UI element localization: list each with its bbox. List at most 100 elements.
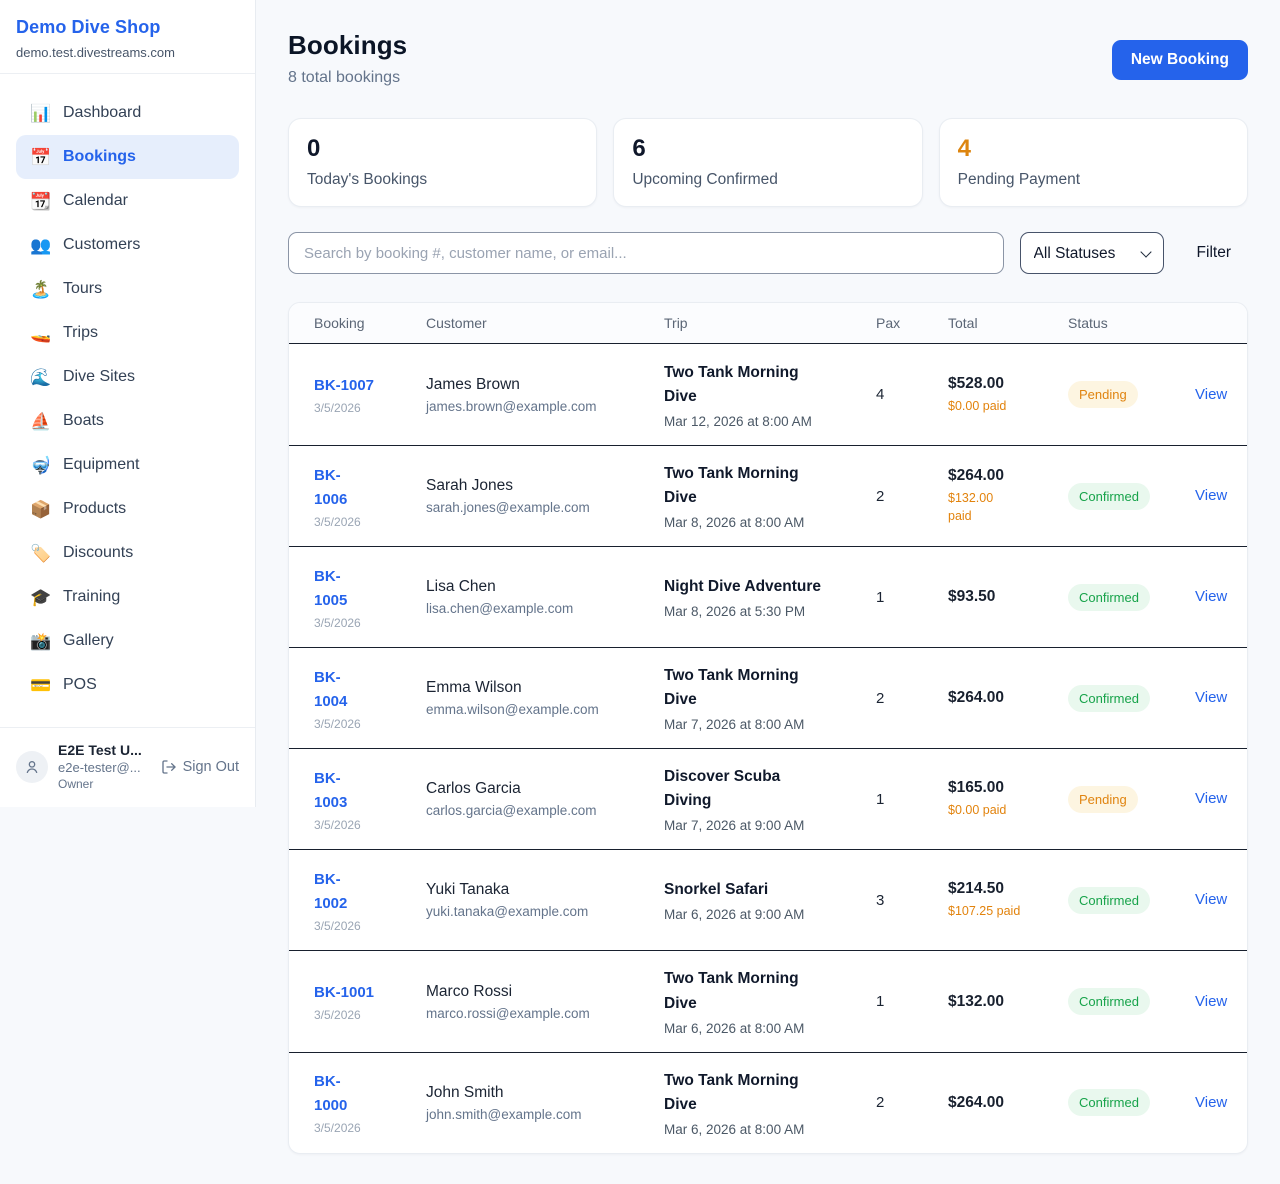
view-link[interactable]: View: [1195, 385, 1228, 403]
sidebar-item-bookings[interactable]: 📅 Bookings: [16, 135, 239, 179]
sidebar-item-products[interactable]: 📦 Products: [30, 499, 127, 519]
filter-row: All Statuses Filter: [288, 232, 1248, 275]
sailboat-icon: ⛵: [30, 411, 52, 431]
booking-id-link[interactable]: BK- 1002: [314, 870, 348, 912]
customer-name: Sarah Jones: [426, 477, 514, 495]
column-header-customer: Customer: [426, 315, 487, 332]
column-header-pax: Pax: [876, 315, 901, 332]
total-amount: $214.50: [948, 880, 1005, 898]
page-header: Bookings 8 total bookings New Booking: [288, 30, 1248, 87]
sidebar-item-gallery[interactable]: 📸 Gallery: [30, 631, 114, 651]
trip-datetime: Mar 8, 2026 at 5:30 PM: [664, 604, 806, 620]
view-cell: View: [1195, 993, 1233, 1011]
sidebar-item-discounts[interactable]: 🏷️ Discounts: [30, 543, 134, 563]
sign-out-label: Sign Out: [182, 758, 239, 775]
status-cell: Pending: [1068, 381, 1195, 409]
booking-id-link[interactable]: BK- 1003: [314, 769, 348, 811]
trip-cell: Two Tank Morning Dive Mar 7, 2026 at 8:0…: [664, 664, 876, 732]
view-link[interactable]: View: [1195, 992, 1228, 1010]
trip-datetime: Mar 8, 2026 at 8:00 AM: [664, 515, 805, 531]
customer-cell: Yuki Tanaka yuki.tanaka@example.com: [426, 881, 664, 919]
customer-cell: Lisa Chen lisa.chen@example.com: [426, 578, 664, 616]
table-body: BK-1007 3/5/2026 James Brown james.brown…: [289, 344, 1247, 1152]
diving-mask-icon: 🤿: [30, 455, 52, 475]
total-cell: $528.00 $0.00 paid: [948, 375, 1068, 415]
graduation-cap-icon: 🎓: [30, 587, 52, 607]
stat-card: 4 Pending Payment: [938, 118, 1248, 208]
table-row: BK-1007 3/5/2026 James Brown james.brown…: [289, 344, 1247, 445]
customer-cell: Emma Wilson emma.wilson@example.com: [426, 679, 664, 717]
booking-id-link[interactable]: BK- 1000: [314, 1073, 348, 1115]
stat-label: Upcoming Confirmed: [632, 171, 778, 189]
booking-id-link[interactable]: BK- 1004: [314, 668, 348, 710]
booking-id-link[interactable]: BK-1007: [314, 377, 375, 395]
sidebar-item-customers[interactable]: 👥 Customers: [30, 235, 141, 255]
sidebar-item-boats[interactable]: ⛵ Boats: [30, 411, 104, 431]
total-amount: $264.00: [948, 467, 1005, 485]
total-cell: $264.00: [948, 1094, 1068, 1112]
view-link[interactable]: View: [1195, 1093, 1228, 1111]
booking-date: 3/5/2026: [314, 401, 361, 416]
view-link[interactable]: View: [1195, 487, 1228, 505]
stat-label: Pending Payment: [957, 171, 1081, 189]
shop-name: Demo Dive Shop: [16, 17, 161, 37]
sidebar-item-equipment[interactable]: 🤿 Equipment: [30, 455, 140, 475]
customer-cell: James Brown james.brown@example.com: [426, 376, 664, 414]
shop-domain: demo.test.divestreams.com: [16, 45, 175, 60]
user-email: e2e-tester@...: [58, 760, 141, 775]
customer-name: Yuki Tanaka: [426, 881, 510, 899]
customer-email: james.brown@example.com: [426, 398, 597, 414]
sidebar-item-dashboard[interactable]: 📊 Dashboard: [30, 103, 142, 123]
sidebar-item-dive-sites[interactable]: 🌊 Dive Sites: [30, 367, 136, 387]
camera-flash-icon: 📸: [30, 631, 52, 651]
booking-cell: BK- 1003 3/5/2026: [314, 767, 426, 832]
table-row: BK-1001 3/5/2026 Marco Rossi marco.rossi…: [289, 950, 1247, 1051]
customer-name: Lisa Chen: [426, 578, 496, 596]
wave-icon: 🌊: [30, 367, 52, 387]
table-row: BK- 1006 3/5/2026 Sarah Jones sarah.jone…: [289, 445, 1247, 546]
booking-date: 3/5/2026: [314, 615, 361, 630]
view-link[interactable]: View: [1195, 790, 1228, 808]
total-amount: $132.00: [948, 992, 1005, 1010]
booking-cell: BK- 1006 3/5/2026: [314, 464, 426, 529]
customer-email: lisa.chen@example.com: [426, 601, 574, 617]
sign-out-button[interactable]: Sign Out: [161, 759, 239, 775]
trip-name: Two Tank Morning Dive: [664, 970, 799, 1012]
pax-value: 2: [876, 689, 885, 707]
trip-cell: Discover Scuba Diving Mar 7, 2026 at 9:0…: [664, 765, 876, 833]
tear-off-calendar-icon: 📆: [30, 191, 52, 211]
view-link[interactable]: View: [1195, 588, 1228, 606]
status-cell: Confirmed: [1068, 482, 1195, 510]
new-booking-button[interactable]: New Booking: [1111, 40, 1248, 80]
sidebar-item-trips[interactable]: 🚤 Trips: [30, 323, 98, 343]
customer-cell: Marco Rossi marco.rossi@example.com: [426, 983, 664, 1021]
status-filter-select[interactable]: All Statuses: [1019, 232, 1164, 275]
sidebar-item-calendar[interactable]: 📆 Calendar: [30, 191, 128, 211]
sidebar-item-training[interactable]: 🎓 Training: [30, 587, 121, 607]
customer-email: emma.wilson@example.com: [426, 702, 599, 718]
pax-value: 1: [876, 993, 885, 1010]
trip-name: Two Tank Morning Dive: [664, 363, 799, 405]
trip-name: Two Tank Morning Dive: [664, 1071, 799, 1113]
view-link[interactable]: View: [1195, 891, 1228, 909]
filter-button[interactable]: Filter: [1196, 244, 1231, 262]
customer-name: John Smith: [426, 1083, 504, 1101]
booking-id-link[interactable]: BK- 1006: [314, 466, 348, 508]
total-amount: $528.00: [948, 374, 1005, 392]
view-link[interactable]: View: [1195, 689, 1228, 707]
sidebar-item-pos[interactable]: 💳 POS: [30, 675, 97, 695]
booking-id-link[interactable]: BK-1001: [314, 984, 375, 1001]
sidebar-item-tours[interactable]: 🏝️ Tours: [30, 279, 103, 299]
bar-chart-icon: 📊: [30, 103, 52, 123]
booking-date: 3/5/2026: [314, 1008, 361, 1022]
status-cell: Confirmed: [1068, 583, 1195, 611]
pax-value: 2: [876, 1094, 885, 1112]
view-cell: View: [1195, 386, 1233, 404]
status-badge: Confirmed: [1068, 482, 1150, 510]
booking-id-link[interactable]: BK- 1005: [314, 567, 348, 609]
trip-name: Night Dive Adventure: [664, 578, 822, 596]
view-cell: View: [1195, 588, 1233, 606]
stat-value: 0: [307, 135, 321, 162]
trip-cell: Night Dive Adventure Mar 8, 2026 at 5:30…: [664, 575, 876, 619]
search-input[interactable]: [288, 232, 1004, 275]
